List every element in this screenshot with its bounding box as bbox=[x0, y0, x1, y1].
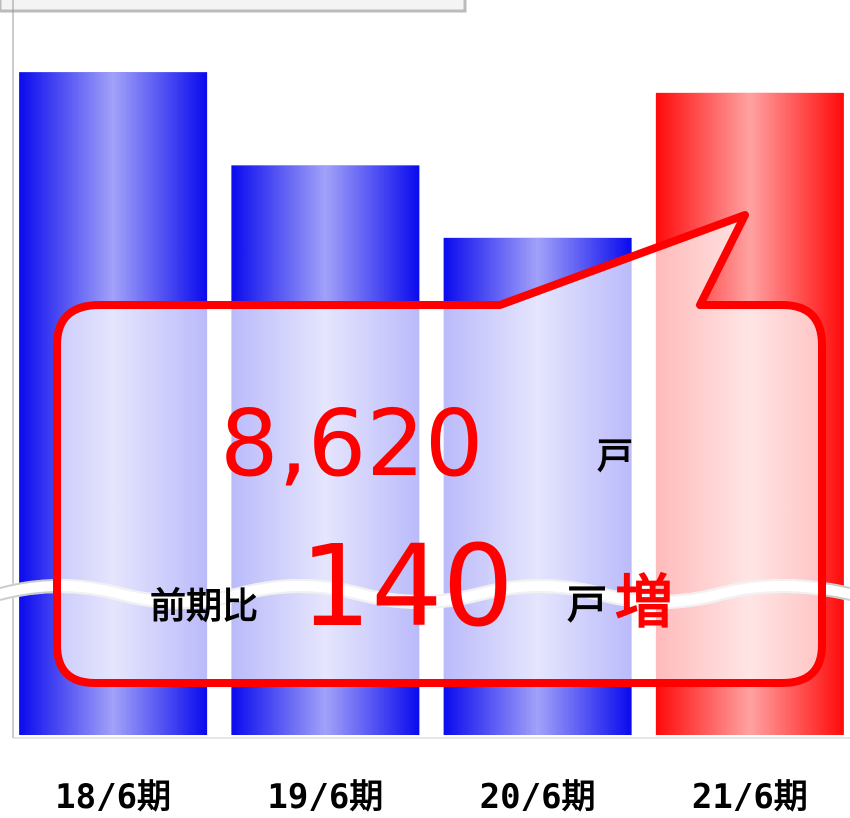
change-prefix: 前期比 bbox=[150, 586, 258, 627]
change-suffix: 増 bbox=[615, 568, 673, 636]
x-tick-label: 20/6期 bbox=[480, 777, 596, 817]
change-value: 140 bbox=[300, 522, 514, 652]
x-tick-label: 19/6期 bbox=[267, 777, 383, 817]
total-value: 8,620 bbox=[220, 390, 483, 497]
callout bbox=[53, 211, 826, 687]
x-tick-label: 18/6期 bbox=[55, 777, 171, 817]
change-unit: 戸 bbox=[567, 582, 607, 628]
x-tick-label: 21/6期 bbox=[692, 777, 808, 817]
legend-box bbox=[0, 0, 467, 13]
total-unit: 戸 bbox=[597, 436, 633, 477]
